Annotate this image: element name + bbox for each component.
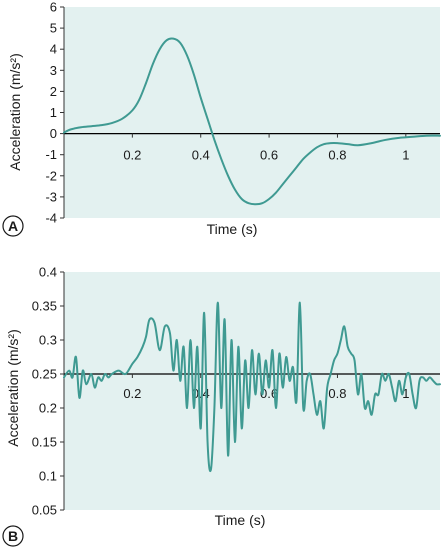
plot-area-a [64,7,440,218]
y-tick-label-b: 0.35 [32,299,57,314]
x-tick-label-b: 1 [402,386,409,401]
y-tick-label-a: 4 [50,42,57,57]
y-tick-label-a: -3 [45,189,57,204]
y-tick-label-b: 0.05 [32,503,57,518]
y-tick-label-b: 0.3 [39,333,57,348]
ticks-b: 0.05 0.1 0.15 0.2 0.25 0.3 0.35 0.4 0.2 0.4 0.6 0.8… [32,265,440,518]
x-tick-label-a: 0.6 [260,148,278,163]
x-axis-title-b: Time (s) [215,512,266,528]
y-tick-label-a: 3 [50,63,57,78]
x-tick-label-b: 0.2 [123,386,141,401]
plot-area-b [64,272,440,510]
y-tick-label-a: 0 [50,126,57,141]
panel-label-circle-b [2,525,24,547]
y-tick-label-b: 0.15 [32,435,57,450]
series-b [63,301,441,473]
y-axis-title-b: Acceleration (m/s²) [5,329,21,446]
series-line-b [63,301,441,473]
y-tick-label-a: -1 [45,147,57,162]
chart-panel-b: 0.05 0.1 0.15 0.2 0.25 0.3 0.35 0.4 0.2 0.4 0.6 0.8… [2,265,441,547]
panel-label-b: B [8,528,18,544]
y-tick-label-a: 5 [50,21,57,36]
y-tick-label-a: 1 [50,105,57,120]
panel-label-circle-a [2,215,24,237]
y-tick-label-a: -4 [45,211,57,226]
y-tick-label-a: -2 [45,168,57,183]
x-tick-label-a: 0.2 [123,148,141,163]
chart-panel-a: -4 -3 -2 -1 0 1 2 3 4 5 6 0.2 0.4 0.6 0.8 1 Time (s) Ac… [2,0,441,237]
y-tick-label-b: 0.2 [39,401,57,416]
x-tick-label-a: 0.4 [192,148,210,163]
y-tick-label-b: 0.4 [39,265,57,280]
ticks-a: -4 -3 -2 -1 0 1 2 3 4 5 6 0.2 0.4 0.6 0.8 1 [45,0,440,226]
y-tick-label-a: 2 [50,84,57,99]
series-a [63,37,441,206]
x-axis-title-a: Time (s) [207,221,258,237]
x-tick-label-a: 1 [402,148,409,163]
x-tick-label-b: 0.8 [328,386,346,401]
y-tick-label-a: 6 [50,0,57,15]
series-line-a [63,37,441,206]
x-tick-label-a: 0.8 [328,148,346,163]
x-tick-label-b: 0.6 [260,386,278,401]
y-tick-label-b: 0.1 [39,469,57,484]
panel-label-a: A [8,218,18,234]
y-tick-label-b: 0.25 [32,367,57,382]
x-tick-label-b: 0.4 [192,386,210,401]
y-axis-title-a: Acceleration (m/s²) [7,53,23,170]
